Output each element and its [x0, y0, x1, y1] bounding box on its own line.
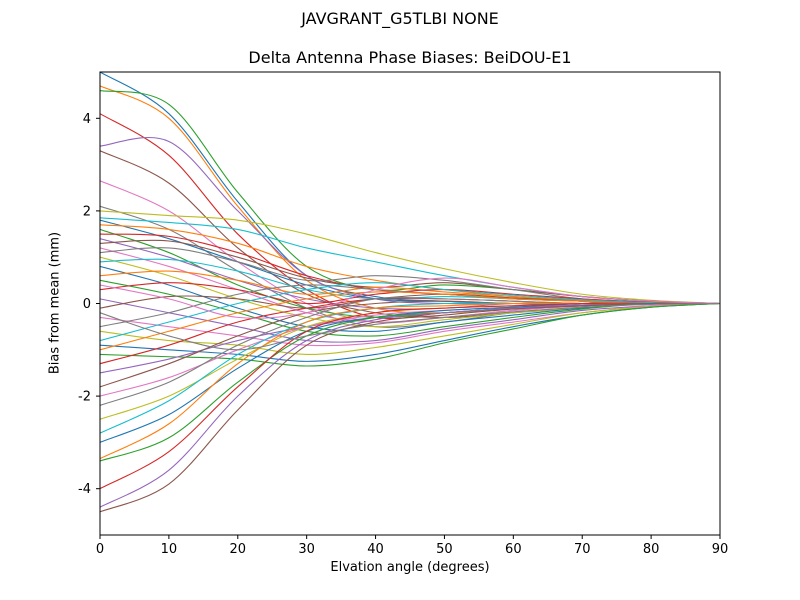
x-tick-label: 90 [712, 542, 729, 557]
x-tick-label: 10 [161, 542, 178, 557]
series-line-48 [100, 302, 720, 351]
x-tick-label: 50 [436, 542, 453, 557]
y-tick-label: 0 [83, 297, 91, 312]
x-tick-label: 80 [643, 542, 660, 557]
chart-title: Delta Antenna Phase Biases: BeiDOU-E1 [248, 48, 572, 67]
x-tick-label: 30 [298, 542, 315, 557]
series-line-18 [100, 247, 720, 305]
series-line-46 [100, 302, 720, 513]
series-line-05 [100, 137, 720, 305]
series-line-44 [100, 302, 720, 490]
series-line-45 [100, 302, 720, 508]
series-line-42 [100, 302, 720, 460]
series-line-03 [100, 89, 720, 305]
x-tick-label: 70 [574, 542, 591, 557]
series-line-09 [100, 210, 720, 305]
x-axis-label: Elvation angle (degrees) [330, 560, 490, 575]
y-tick-label: -4 [78, 482, 91, 497]
chart-suptitle: JAVGRANT_G5TLBI NONE [301, 9, 499, 28]
series-line-24 [100, 282, 720, 305]
x-tick-label: 20 [230, 542, 247, 557]
y-tick-label: 2 [83, 204, 91, 219]
x-tick-label: 60 [505, 542, 522, 557]
series-line-02 [100, 85, 720, 314]
series-line-30 [100, 282, 720, 342]
series-line-47 [100, 277, 720, 319]
series-line-32 [100, 291, 720, 351]
series-line-04 [100, 113, 720, 320]
series-line-33 [100, 302, 720, 367]
series-line-20 [100, 258, 720, 305]
y-tick-label: -2 [78, 390, 91, 405]
series-line-16 [100, 239, 720, 305]
x-tick-label: 0 [96, 542, 104, 557]
series-line-25 [100, 298, 720, 343]
series-line-29 [100, 302, 720, 355]
y-tick-label: 4 [83, 112, 91, 127]
x-tick-label: 40 [367, 542, 384, 557]
